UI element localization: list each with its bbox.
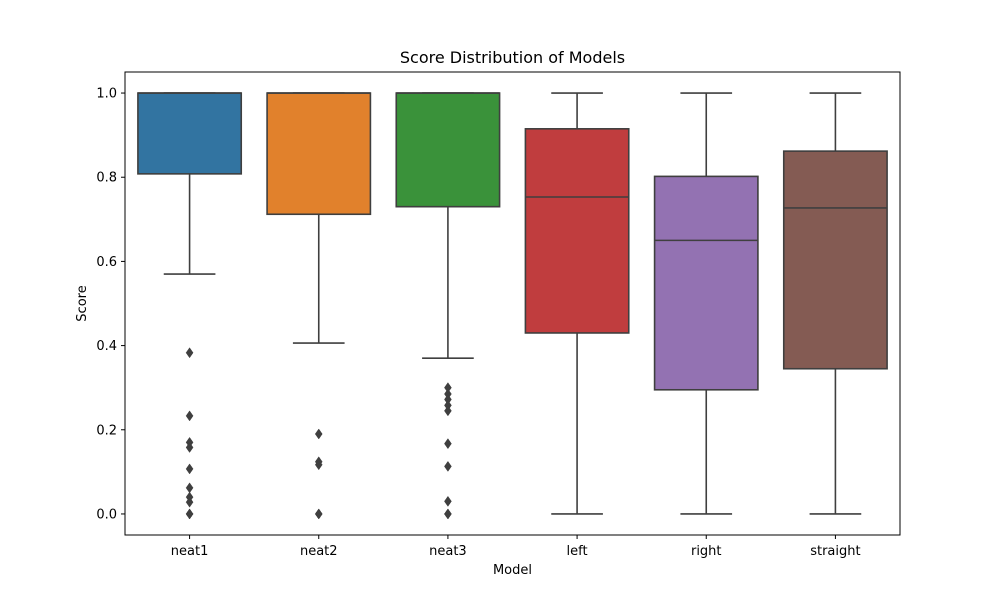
y-tick-label: 1.0 — [96, 87, 117, 102]
plot-frame — [124, 71, 901, 536]
box-right — [653, 92, 759, 515]
box-iqr — [395, 92, 501, 208]
outlier-point — [185, 410, 194, 422]
box-neat3 — [395, 92, 501, 520]
outlier-point — [185, 442, 194, 453]
chart-title: Score Distribution of Models — [400, 48, 625, 67]
box-iqr — [782, 150, 888, 370]
outlier-point — [185, 482, 194, 494]
x-tick-label: neat1 — [171, 544, 209, 559]
outlier-point — [314, 428, 323, 440]
outlier-point — [444, 495, 452, 507]
y-tick-label: 0.4 — [96, 339, 117, 354]
box-iqr — [266, 92, 372, 216]
outlier-point — [444, 405, 452, 417]
x-tick-label: neat3 — [429, 544, 467, 559]
y-axis: 0.0 0.2 0.4 0.6 0.8 1.0 — [96, 87, 125, 522]
box-iqr — [137, 92, 243, 175]
plot-area — [137, 92, 888, 520]
outlier-point — [185, 508, 194, 520]
y-tick-label: 0.8 — [96, 171, 117, 186]
x-tick-label: straight — [810, 544, 860, 559]
outlier-point — [444, 460, 452, 472]
y-axis-label: Score — [75, 285, 90, 321]
outlier-point — [185, 496, 194, 508]
box-straight — [782, 92, 888, 515]
outlier-point — [185, 347, 194, 359]
y-tick-label: 0.2 — [96, 423, 117, 438]
x-tick-label: left — [567, 544, 588, 559]
y-tick-label: 0.0 — [96, 507, 117, 522]
y-tick-label: 0.6 — [96, 255, 117, 270]
outlier-point — [314, 459, 323, 471]
box-left — [524, 92, 630, 515]
outlier-point — [444, 438, 452, 450]
outlier-point — [314, 508, 323, 520]
x-axis: neat1 neat2 neat3 left right straight — [171, 535, 861, 559]
x-axis-label: Model — [493, 563, 532, 578]
outlier-point — [185, 463, 194, 475]
box-iqr — [524, 128, 630, 334]
outlier-point — [444, 508, 452, 520]
x-tick-label: right — [691, 544, 722, 559]
box-iqr — [653, 175, 759, 391]
x-tick-label: neat2 — [300, 544, 338, 559]
box-neat2 — [266, 92, 372, 520]
box-neat1 — [137, 92, 243, 520]
